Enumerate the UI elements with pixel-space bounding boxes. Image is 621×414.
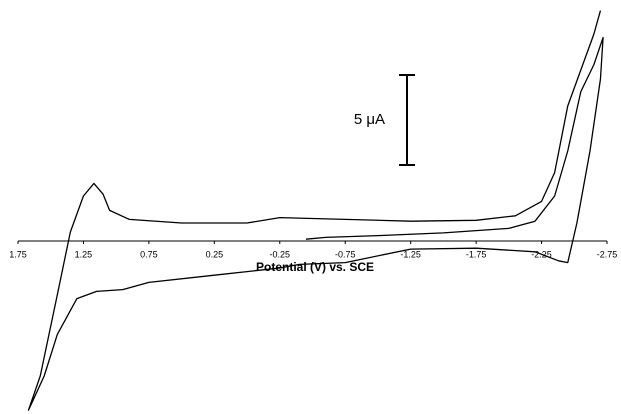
cv-curve	[27, 10, 604, 411]
x-tick-label: 1.75	[9, 249, 27, 259]
x-tick-label: 0.25	[206, 249, 224, 259]
x-tick-label: -1.25	[400, 249, 421, 259]
x-tick-label: -0.75	[335, 249, 356, 259]
scale-bar	[399, 74, 415, 166]
x-tick-label: 0.75	[140, 249, 158, 259]
x-tick-label: -1.75	[466, 249, 487, 259]
x-axis-label: Potential (V) vs. SCE	[256, 260, 374, 274]
x-tick-label: -0.25	[270, 249, 291, 259]
x-tick-label: -2.75	[597, 249, 618, 259]
x-tick-label: 1.25	[75, 249, 93, 259]
scale-bar-label: 5 μA	[354, 111, 385, 128]
